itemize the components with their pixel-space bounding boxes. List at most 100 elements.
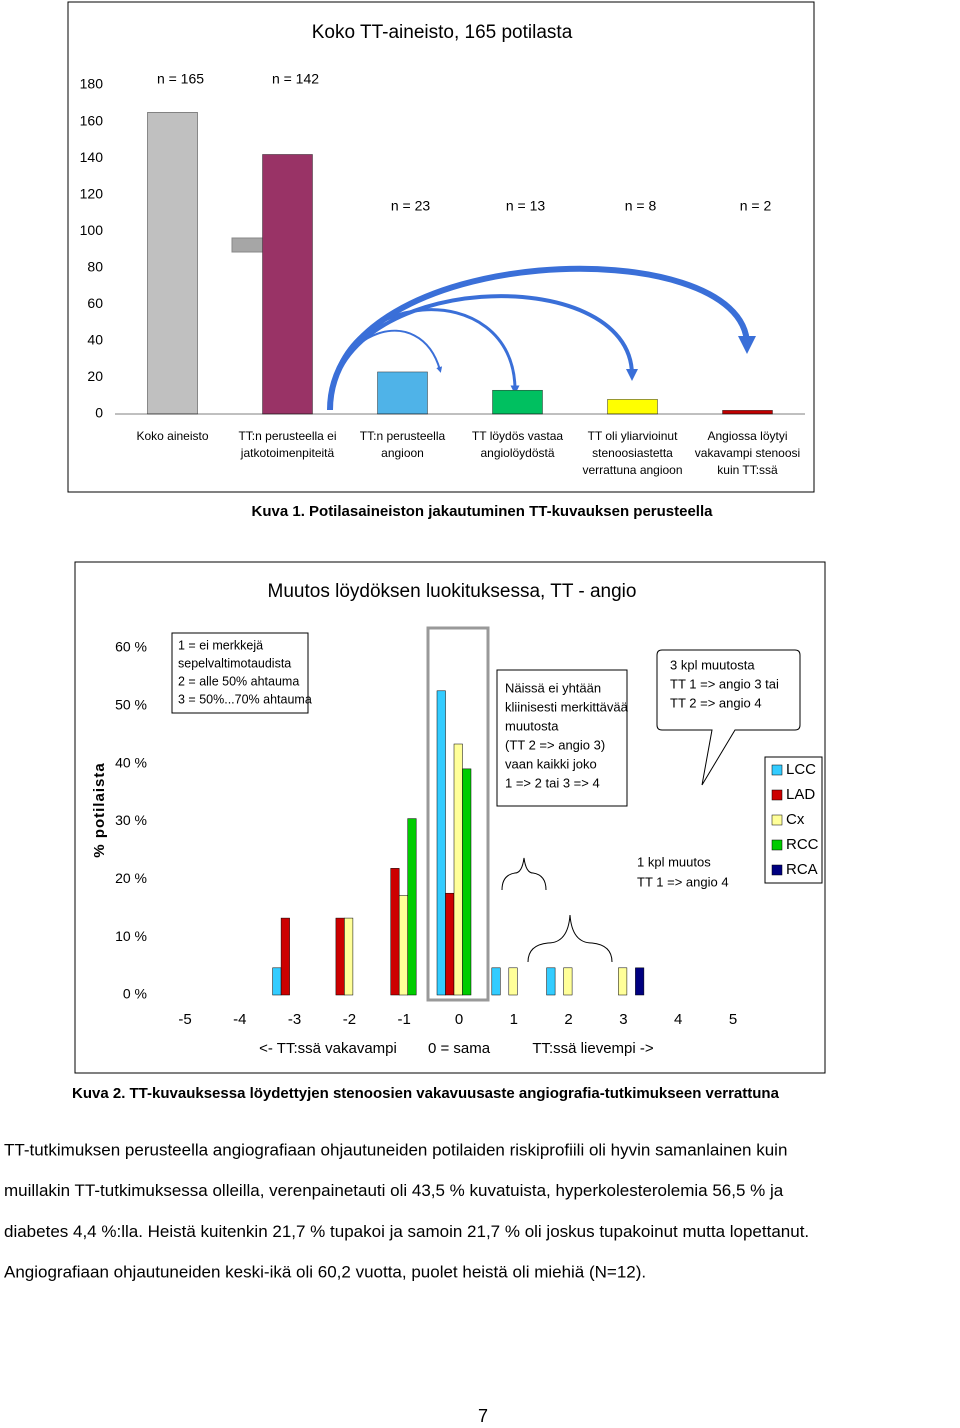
annotation-text: muutosta (505, 718, 559, 733)
legend-swatch (771, 839, 783, 851)
x-tick-label: -4 (233, 1011, 246, 1028)
legend-swatch (771, 864, 783, 876)
x-tick-label: 3 (619, 1011, 627, 1028)
brace (501, 857, 547, 891)
annotation-text: 3 = 50%...70% ahtauma (178, 692, 312, 706)
annotation-text: 2 = alle 50% ahtauma (178, 674, 299, 688)
bar (492, 389, 543, 415)
flow-arrow (328, 294, 638, 411)
highlight-box (426, 626, 490, 1002)
y-axis-label: % potilaista (91, 762, 108, 857)
bar (377, 371, 428, 415)
figure-caption: Kuva 1. Potilasaineiston jakautuminen TT… (252, 503, 714, 520)
x-tick-label: TT oli yliarvioinut stenoosiastetta verr… (582, 429, 683, 477)
annotation-text: TT 1 => angio 4 (637, 874, 729, 889)
flow-arrow (329, 329, 443, 411)
paragraph-line: muillakin TT-tutkimuksessa olleilla, ver… (4, 1181, 784, 1200)
paragraph-line: Angiografiaan ohjautuneiden keski-ikä ol… (4, 1263, 646, 1282)
bar (445, 892, 455, 996)
bar (344, 917, 354, 996)
value-label: n = 8 (625, 198, 657, 214)
legend-swatch (771, 789, 783, 801)
legend-label: Cx (786, 811, 805, 828)
annotation-text: Näissä ei yhtään (505, 680, 601, 695)
bar (722, 410, 773, 415)
bar (272, 967, 282, 996)
annotation-text: TT 1 => angio 3 tai (670, 676, 779, 691)
bar (453, 743, 463, 996)
y-tick-label: 140 (80, 149, 104, 165)
chart-title: Koko TT-aineisto, 165 potilasta (312, 22, 573, 43)
bar (262, 154, 313, 415)
page-number: 7 (478, 1406, 488, 1426)
y-tick-label: 20 (87, 368, 103, 384)
legend-swatch (771, 764, 783, 776)
annotation-box (171, 632, 309, 714)
y-tick-label: 0 (95, 405, 103, 421)
chart-frame (74, 561, 826, 1074)
bar (147, 112, 198, 415)
y-tick-label: 40 (87, 332, 103, 348)
bar (491, 967, 501, 996)
x-tick-label: 0 (455, 1011, 463, 1028)
y-tick-label: 60 % (115, 639, 147, 655)
y-tick-label: 180 (80, 76, 104, 92)
x-tick-label: TT:n perusteella ei jatkotoimenpiteitä (238, 429, 337, 460)
value-label: n = 23 (391, 198, 431, 214)
bar (563, 967, 573, 996)
figure-caption: Kuva 2. TT-kuvauksessa löydettyjen steno… (72, 1085, 780, 1102)
y-tick-label: 60 (87, 295, 103, 311)
value-label: n = 165 (157, 71, 204, 87)
x-tick-label: 5 (729, 1011, 737, 1028)
y-tick-label: 40 % (115, 754, 147, 770)
x-axis-label: TT:ssä lievempi -> (532, 1040, 654, 1057)
paragraph-line: diabetes 4,4 %:lla. Heistä kuitenkin 21,… (4, 1222, 809, 1241)
annotation-text: vaan kaikki joko (505, 756, 597, 771)
y-tick-label: 50 % (115, 697, 147, 713)
annotation-text: 3 kpl muutosta (670, 657, 755, 672)
bar (335, 917, 345, 996)
y-tick-label: 80 (87, 258, 103, 274)
annotation-text: 1 kpl muutos (637, 854, 711, 869)
annotation-text: 1 => 2 tai 3 => 4 (505, 775, 600, 790)
flow-arrow (327, 265, 756, 411)
x-tick-label: 4 (674, 1011, 682, 1028)
y-tick-label: 160 (80, 112, 104, 128)
x-tick-label: TT:n perusteella angioon (359, 429, 446, 460)
y-tick-label: 120 (80, 185, 104, 201)
x-tick-label: -3 (288, 1011, 301, 1028)
value-label: n = 142 (272, 71, 319, 87)
chart-title: Muutos löydöksen luokituksessa, TT - ang… (268, 581, 637, 602)
x-axis-label: 0 = sama (428, 1040, 491, 1057)
legend-label: LCC (786, 761, 816, 778)
bar (390, 868, 400, 996)
legend-swatch (771, 814, 783, 826)
x-tick-label: TT löydös vastaa angiolöydöstä (471, 429, 564, 460)
bar (398, 895, 408, 996)
x-tick-label: -2 (343, 1011, 356, 1028)
legend-label: LAD (786, 786, 815, 803)
brace (527, 914, 613, 963)
bar (607, 399, 658, 415)
chart-frame (67, 1, 815, 493)
annotation-text: (TT 2 => angio 3) (505, 737, 605, 752)
y-tick-label: 0 % (123, 986, 147, 1002)
x-tick-label: 1 (510, 1011, 518, 1028)
bar (407, 818, 417, 996)
legend-label: RCC (786, 836, 819, 853)
annotation-text: kliinisesti merkittävää (505, 699, 629, 714)
value-label: n = 13 (506, 198, 546, 214)
paragraph-line: TT-tutkimuksen perusteella angiografiaan… (4, 1140, 787, 1159)
value-label: n = 2 (740, 198, 772, 214)
annotation-text: TT 2 => angio 4 (670, 695, 762, 710)
callout (656, 649, 801, 786)
legend-label: RCA (786, 861, 818, 878)
x-tick-label: -5 (178, 1011, 191, 1028)
bar (546, 967, 556, 996)
y-tick-label: 10 % (115, 928, 147, 944)
bar (508, 967, 518, 996)
annotation-text: sepelvaltimotaudista (178, 656, 291, 670)
y-tick-label: 20 % (115, 870, 147, 886)
bar (462, 768, 472, 996)
